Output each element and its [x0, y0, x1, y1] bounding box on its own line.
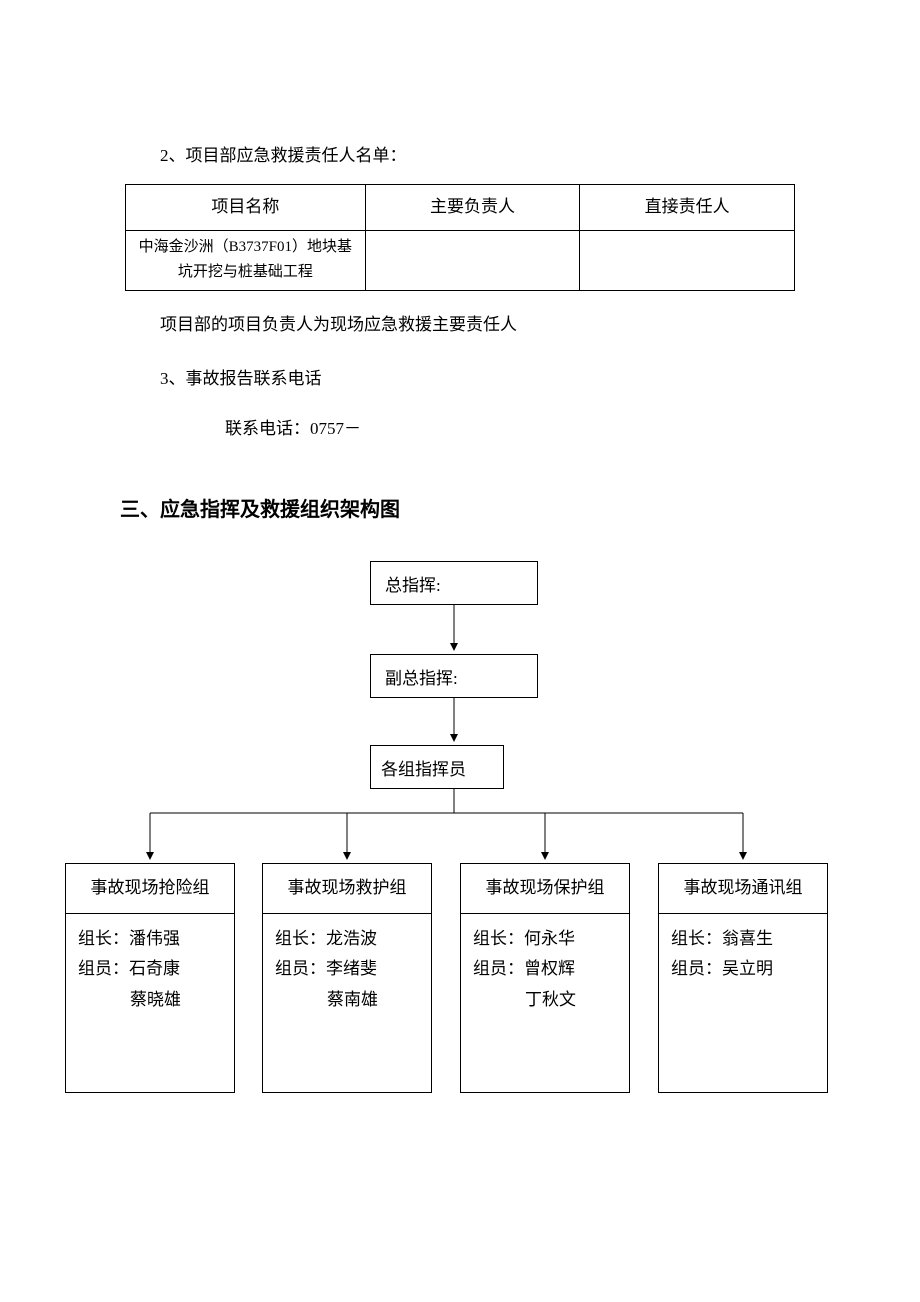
team-leader-label: 组长： [275, 929, 326, 948]
team-title: 事故现场救护组 [263, 864, 431, 913]
team-member-label: 组员： [78, 959, 129, 978]
team-title: 事故现场保护组 [461, 864, 629, 913]
team-member-name: 丁秋文 [473, 985, 617, 1016]
note-text: 项目部的项目负责人为现场应急救援主要责任人 [160, 309, 860, 341]
table-cell-direct [580, 230, 795, 290]
contact-label: 联系电话： [225, 419, 310, 438]
team-member-label: 组员： [473, 959, 524, 978]
org-node-deputy: 副总指挥: [370, 654, 538, 698]
table-header-project: 项目名称 [126, 185, 366, 230]
org-chart: 总指挥: 副总指挥: 各组指挥员 事故现场抢险组 组长：潘伟强 组员：石奇康 蔡… [60, 561, 860, 1121]
team-content: 组长：何永华 组员：曾权辉 丁秋文 [461, 914, 629, 1026]
section-3-title: 3、事故报告联系电话 [160, 363, 860, 395]
team-member-label: 组员： [275, 959, 326, 978]
team-leader-label: 组长： [671, 929, 722, 948]
team-member-name: 蔡南雄 [275, 985, 419, 1016]
section-2-title: 2、项目部应急救援责任人名单： [160, 140, 860, 172]
team-leader-name: 潘伟强 [129, 929, 180, 948]
team-member-label: 组员： [671, 959, 722, 978]
team-leader-name: 龙浩波 [326, 929, 377, 948]
team-title: 事故现场通讯组 [659, 864, 827, 913]
table-header-direct: 直接责任人 [580, 185, 795, 230]
contact-text: 联系电话：0757－ [225, 413, 860, 445]
team-content: 组长：龙浩波 组员：李绪斐 蔡南雄 [263, 914, 431, 1026]
org-node-groupleaders: 各组指挥员 [370, 745, 504, 789]
contact-number: 0757－ [310, 419, 361, 438]
team-box-medical: 事故现场救护组 组长：龙浩波 组员：李绪斐 蔡南雄 [262, 863, 432, 1093]
team-box-protection: 事故现场保护组 组长：何永华 组员：曾权辉 丁秋文 [460, 863, 630, 1093]
team-content: 组长：潘伟强 组员：石奇康 蔡晓雄 [66, 914, 234, 1026]
team-title: 事故现场抢险组 [66, 864, 234, 913]
team-leader-name: 翁喜生 [722, 929, 773, 948]
team-member-name: 曾权辉 [524, 959, 575, 978]
team-member-name: 蔡晓雄 [78, 985, 222, 1016]
table-cell-main [365, 230, 580, 290]
team-leader-label: 组长： [78, 929, 129, 948]
table-header-row: 项目名称 主要负责人 直接责任人 [126, 185, 795, 230]
table-cell-project: 中海金沙洲（B3737F01）地块基坑开挖与桩基础工程 [126, 230, 366, 290]
responsibility-table: 项目名称 主要负责人 直接责任人 中海金沙洲（B3737F01）地块基坑开挖与桩… [125, 184, 795, 290]
team-member-name: 李绪斐 [326, 959, 377, 978]
team-member-name: 吴立明 [722, 959, 773, 978]
team-leader-name: 何永华 [524, 929, 575, 948]
team-content: 组长：翁喜生 组员：吴立明 [659, 914, 827, 995]
team-box-communication: 事故现场通讯组 组长：翁喜生 组员：吴立明 [658, 863, 828, 1093]
team-member-name: 石奇康 [129, 959, 180, 978]
org-node-commander: 总指挥: [370, 561, 538, 605]
table-row: 中海金沙洲（B3737F01）地块基坑开挖与桩基础工程 [126, 230, 795, 290]
team-leader-label: 组长： [473, 929, 524, 948]
heading-main: 三、应急指挥及救援组织架构图 [120, 491, 860, 529]
team-box-rescue: 事故现场抢险组 组长：潘伟强 组员：石奇康 蔡晓雄 [65, 863, 235, 1093]
table-header-main: 主要负责人 [365, 185, 580, 230]
